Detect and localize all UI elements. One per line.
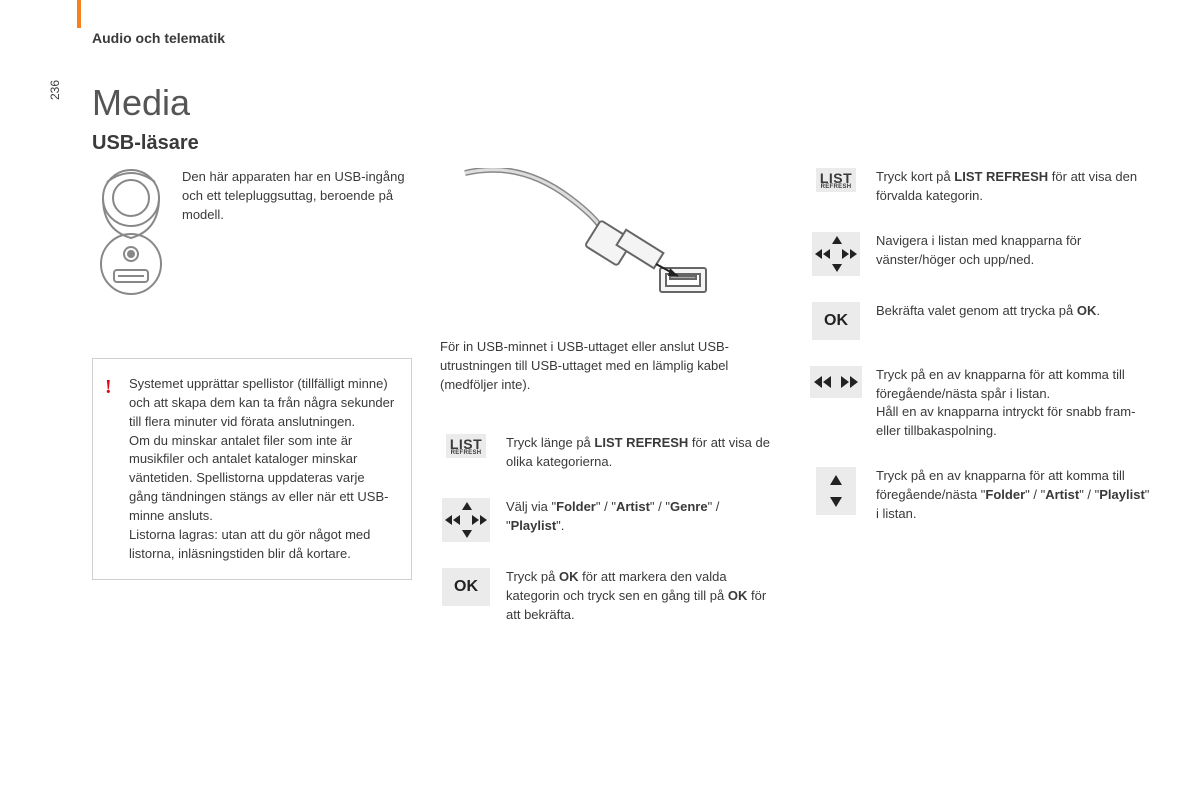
warning-icon: ! [105, 373, 112, 402]
warning-p1: Systemet upprättar spellistor (tillfälli… [129, 375, 395, 432]
prev-next-icon [810, 366, 862, 398]
step-list-long: LISTREFRESH Tryck länge på LIST REFRESH … [440, 434, 780, 472]
column-3: LISTREFRESH Tryck kort på LIST REFRESH f… [810, 168, 1150, 550]
page-number: 236 [48, 80, 62, 100]
warning-box: ! Systemet upprättar spellistor (tillfäl… [92, 358, 412, 580]
step-ok-confirm: OK Tryck på OK för att markera den valda… [440, 568, 780, 625]
step-confirm-ok: OK Bekräfta valet genom att trycka på OK… [810, 302, 1150, 340]
page-subtitle: USB-läsare [92, 132, 199, 155]
step-prev-next-track: Tryck på en av knapparna för att komma t… [810, 366, 1150, 441]
column-2: För in USB-minnet i USB-uttaget eller an… [440, 168, 780, 651]
nav-cross-icon [812, 232, 860, 276]
ok-button-icon: OK [812, 302, 860, 340]
warning-p2: Om du minskar antalet filer som inte är … [129, 432, 395, 526]
step-navigate: Navigera i listan med knapparna för väns… [810, 232, 1150, 276]
usb-caption: För in USB-minnet i USB-uttaget eller an… [440, 338, 780, 395]
step-select-category: Välj via "Folder" / "Artist" / "Genre" /… [440, 498, 780, 542]
aux-socket-icon [92, 168, 170, 298]
list-refresh-button-icon: LISTREFRESH [816, 168, 856, 192]
up-down-icon [816, 467, 856, 515]
step-prev-next-folder: Tryck på en av knapparna för att komma t… [810, 467, 1150, 524]
page-title: Media [92, 82, 190, 124]
column-1: Den här apparaten har en USB-ingång och … [92, 168, 412, 580]
list-refresh-button-icon: LISTREFRESH [446, 434, 486, 458]
section-tab [77, 0, 81, 28]
usb-cable-illustration [440, 168, 780, 324]
warning-p3: Listorna lagras: utan att du gör något m… [129, 526, 395, 564]
nav-cross-icon [442, 498, 490, 542]
section-header: Audio och telematik [92, 30, 225, 46]
step-list-short: LISTREFRESH Tryck kort på LIST REFRESH f… [810, 168, 1150, 206]
intro-text: Den här apparaten har en USB-ingång och … [182, 168, 412, 298]
ok-button-icon: OK [442, 568, 490, 606]
